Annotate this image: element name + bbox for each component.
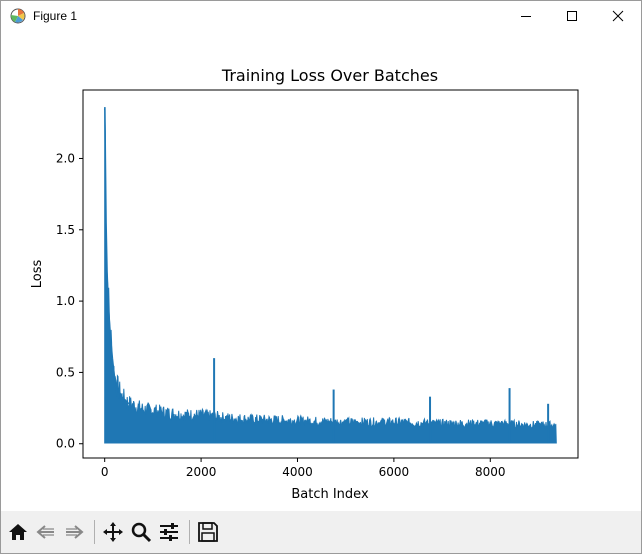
move-icon <box>103 522 123 542</box>
maximize-icon <box>567 11 577 21</box>
x-axis-ticks: 0 2000 4000 6000 8000 <box>101 458 506 479</box>
loss-series-band <box>104 109 557 444</box>
matplotlib-icon <box>10 8 26 24</box>
y-axis-ticks: 0.0 0.5 1.0 1.5 2.0 <box>56 151 83 451</box>
save-button[interactable] <box>195 517 221 547</box>
y-tick-label: 0.0 <box>56 437 75 451</box>
back-arrow-icon <box>36 525 54 539</box>
x-tick-label: 0 <box>101 465 109 479</box>
y-axis-label: Loss <box>30 260 45 289</box>
close-button[interactable] <box>595 1 641 31</box>
loss-chart: Training Loss Over Batches 0.0 0.5 1.0 1.5 2… <box>30 66 579 502</box>
minimize-button[interactable] <box>503 1 549 31</box>
plot-frame <box>82 89 579 459</box>
x-tick-label: 2000 <box>186 465 217 479</box>
y-tick-label: 1.5 <box>56 223 75 237</box>
toolbar-separator <box>94 520 95 544</box>
y-tick-label: 0.5 <box>56 365 75 379</box>
y-tick-label: 2.0 <box>56 151 75 165</box>
home-icon <box>9 524 27 540</box>
home-button[interactable] <box>5 517 31 547</box>
close-icon <box>612 10 624 22</box>
title-bar[interactable]: Figure 1 <box>1 1 641 31</box>
minimize-icon <box>521 16 531 17</box>
chart-title: Training Loss Over Batches <box>221 66 438 85</box>
magnifier-icon <box>131 522 152 543</box>
zoom-button[interactable] <box>128 517 154 547</box>
back-button[interactable] <box>33 517 59 547</box>
floppy-disk-icon <box>198 522 218 542</box>
x-axis-label: Batch Index <box>291 487 369 502</box>
loss-series-line <box>103 107 130 405</box>
loss-series-spikes <box>213 358 550 444</box>
x-tick-label: 8000 <box>475 465 506 479</box>
y-tick-label: 1.0 <box>56 294 75 308</box>
figure-canvas[interactable]: Training Loss Over Batches 0.0 0.5 1.0 1.5 2… <box>1 31 641 511</box>
forward-arrow-icon <box>66 525 84 539</box>
x-tick-label: 6000 <box>379 465 410 479</box>
toolbar-separator <box>189 520 190 544</box>
window-controls <box>503 1 641 31</box>
forward-button[interactable] <box>61 517 87 547</box>
sliders-icon <box>160 523 178 541</box>
window-title: Figure 1 <box>33 9 78 23</box>
maximize-button[interactable] <box>549 1 595 31</box>
pan-button[interactable] <box>100 517 126 547</box>
configure-subplots-button[interactable] <box>156 517 182 547</box>
navigation-toolbar <box>1 511 641 553</box>
x-tick-label: 4000 <box>282 465 313 479</box>
